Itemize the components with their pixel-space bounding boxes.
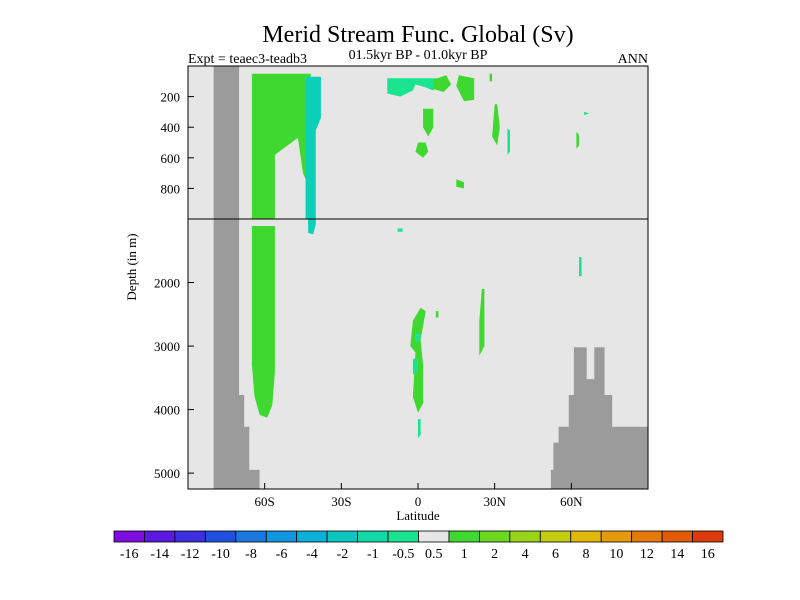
colorbar-label: 14 [670,547,684,562]
x-tick-label: 30N [483,494,506,509]
subtitle-experiment: Expt = teaec3-teadb3 [188,52,307,67]
x-axis-label: Latitude [396,508,440,523]
y-axis-label: Depth (in m) [124,233,139,300]
y-tick-label: 4000 [154,403,180,418]
land-north [550,347,648,489]
colorbar-label: 4 [522,547,529,562]
contour-region [492,104,500,146]
colorbar-swatch [448,530,480,543]
x-tick-label: 60S [255,494,275,509]
colorbar-swatch [692,530,724,543]
x-tick-label: 30S [331,494,351,509]
contour-region [415,333,421,343]
contour-region [507,128,510,155]
y-tick-label: 400 [161,120,181,135]
colorbar-swatch [509,530,541,543]
y-axis-ticks: 200 400 600 800 2000 3000 4000 5000 [154,90,194,481]
colorbar-label: 2 [491,547,498,562]
colorbar-label: 0.5 [425,547,443,562]
colorbar-swatch [144,530,176,543]
contour-region [579,257,582,277]
colorbar-swatch [570,530,602,543]
colorbar-label: 6 [552,547,559,562]
contour-region [423,108,434,137]
contour-region [251,226,275,418]
land-antarctica [188,66,260,489]
x-axis-ticks: 60S 30S 0 30N 60N [255,483,583,509]
contour-region [308,219,316,235]
colorbar-swatch [235,530,267,543]
colorbar-label: 8 [583,547,590,562]
y-tick-label: 800 [161,181,181,196]
x-tick-label: 0 [415,494,422,509]
contour-region [489,73,493,82]
colorbar-label: 10 [609,547,623,562]
colorbar-label: -14 [150,547,169,562]
contour-region [387,78,439,97]
colorbar-swatch [600,530,633,543]
x-tick-label: 60N [560,494,583,509]
contour-region [305,76,321,219]
colorbar: -16 -14 -12 -10 -8 -6 -4 -2 -1 -0.5 0.5 1 2 4 6 8 10 12 14… [113,530,724,562]
colorbar-label: -0.5 [392,547,414,562]
colorbar-swatch [326,530,358,543]
colorbar-label: -4 [306,547,318,562]
colorbar-label: -8 [245,547,257,562]
land-mask [188,66,648,489]
colorbar-swatch [174,530,206,543]
y-tick-label: 5000 [154,466,180,481]
contour-region [251,73,311,219]
colorbar-swatch [478,530,511,543]
colorbar-swatch [357,530,389,543]
y-tick-label: 3000 [154,339,180,354]
subtitle-period: 01.5kyr BP - 01.0kyr BP [349,48,488,63]
colorbar-swatch [631,530,663,543]
contour-region [479,288,485,356]
colorbar-swatch [296,530,328,543]
colorbar-label: -16 [120,547,139,562]
colorbar-label: -10 [211,547,230,562]
colorbar-label: -6 [276,547,288,562]
contour-region [456,179,464,189]
chart-title: Merid Stream Func. Global (Sv) [262,22,573,48]
colorbar-swatch [539,530,572,543]
contour-region [415,142,429,158]
y-tick-label: 2000 [154,276,180,291]
contour-region [435,311,439,318]
colorbar-label: -2 [337,547,349,562]
subtitle-season: ANN [618,52,648,67]
contour-region [412,358,418,375]
y-tick-label: 200 [161,90,181,105]
colorbar-swatch [265,530,298,543]
colorbar-label: 16 [701,547,715,562]
colorbar-swatch [113,530,145,543]
colorbar-swatch [387,530,419,543]
colorbar-label: -1 [367,547,379,562]
contour-region [576,131,579,149]
contour-region [433,75,452,92]
stream-function-field [251,73,590,439]
colorbar-label: 1 [461,547,468,562]
contour-region [456,75,475,102]
contour-region [584,111,590,115]
colorbar-swatch [661,530,693,543]
colorbar-swatch [418,530,450,543]
colorbar-label: 12 [640,547,654,562]
contour-region [418,419,421,439]
y-tick-label: 600 [161,151,181,166]
colorbar-swatch [204,530,237,543]
contour-region [397,228,403,232]
colorbar-label: -12 [181,547,200,562]
